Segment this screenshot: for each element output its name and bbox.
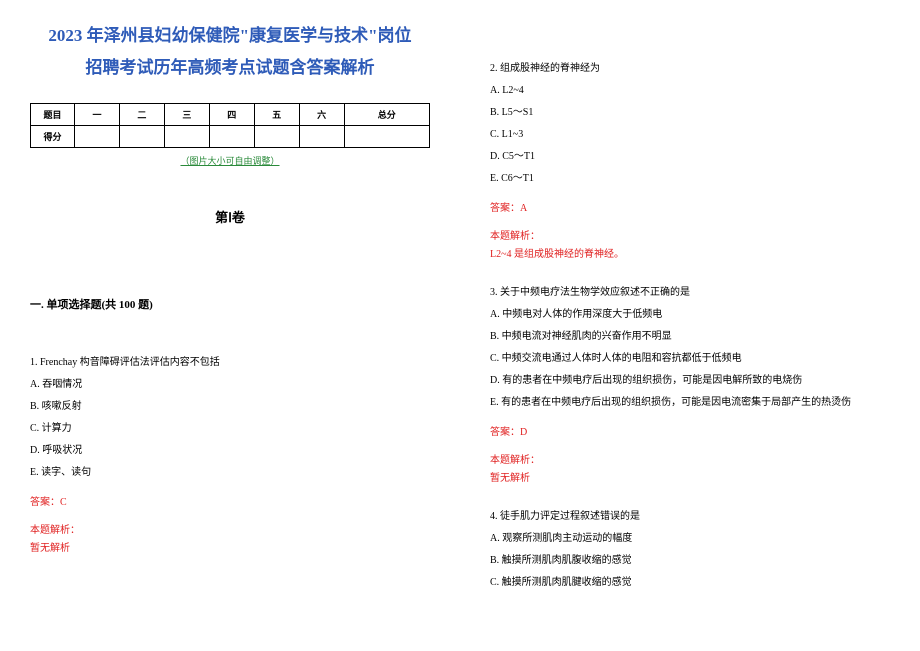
table-row: 得分 xyxy=(31,125,430,147)
q2-opt-d: D. C5～T1 xyxy=(490,146,890,168)
q1-opt-d: D. 呼吸状况 xyxy=(30,440,430,462)
q3-expl-label: 本题解析： xyxy=(490,452,890,470)
score-cell xyxy=(75,125,120,147)
q1-stem: 1. Frenchay 构音障碍评估法评估内容不包括 xyxy=(30,352,430,374)
score-cell xyxy=(254,125,299,147)
q2-opt-c: C. L1~3 xyxy=(490,124,890,146)
q1-opt-a: A. 吞咽情况 xyxy=(30,374,430,396)
row-label-2: 得分 xyxy=(31,125,75,147)
q3-opt-b: B. 中频电流对神经肌肉的兴奋作用不明显 xyxy=(490,326,890,348)
section-heading: 一. 单项选择题(共 100 题) xyxy=(30,296,430,312)
q1-answer: 答案：C xyxy=(30,492,430,514)
q2-expl-body: L2~4 是组成股神经的脊神经。 xyxy=(490,246,890,264)
q2-stem: 2. 组成股神经的脊神经为 xyxy=(490,58,890,80)
q3-opt-c: C. 中频交流电通过人体时人体的电阻和容抗都低于低频电 xyxy=(490,348,890,370)
q4-opt-c: C. 触摸所测肌肉肌腱收缩的感觉 xyxy=(490,572,890,594)
q3-opt-a: A. 中频电对人体的作用深度大于低频电 xyxy=(490,304,890,326)
table-row: 题目 一 二 三 四 五 六 总分 xyxy=(31,103,430,125)
q3-opt-e: E. 有的患者在中频电疗后出现的组织损伤，可能是因电流密集于局部产生的热烫伤 xyxy=(490,392,890,414)
col-header: 六 xyxy=(299,103,344,125)
col-header: 总分 xyxy=(344,103,429,125)
main-title-line1: 2023 年泽州县妇幼保健院"康复医学与技术"岗位 xyxy=(30,20,430,52)
q2-opt-b: B. L5～S1 xyxy=(490,102,890,124)
col-header: 三 xyxy=(164,103,209,125)
main-title-line2: 招聘考试历年高频考点试题含答案解析 xyxy=(30,52,430,84)
row-label-1: 题目 xyxy=(31,103,75,125)
q3-opt-d: D. 有的患者在中频电疗后出现的组织损伤，可能是因电解所致的电烧伤 xyxy=(490,370,890,392)
score-cell xyxy=(164,125,209,147)
q4-opt-a: A. 观察所测肌肉主动运动的幅度 xyxy=(490,528,890,550)
score-cell xyxy=(119,125,164,147)
score-cell xyxy=(344,125,429,147)
q1-opt-c: C. 计算力 xyxy=(30,418,430,440)
q1-expl-body: 暂无解析 xyxy=(30,540,430,558)
q3-answer: 答案：D xyxy=(490,422,890,444)
score-cell xyxy=(299,125,344,147)
q3-stem: 3. 关于中频电疗法生物学效应叙述不正确的是 xyxy=(490,282,890,304)
q2-opt-e: E. C6～T1 xyxy=(490,168,890,190)
q2-answer: 答案：A xyxy=(490,198,890,220)
q2-expl-label: 本题解析： xyxy=(490,228,890,246)
image-resize-note: （图片大小可自由调整） xyxy=(30,154,430,167)
q1-opt-e: E. 读字、读句 xyxy=(30,462,430,484)
q1-expl-label: 本题解析： xyxy=(30,522,430,540)
q4-opt-b: B. 触摸所测肌肉肌腹收缩的感觉 xyxy=(490,550,890,572)
col-header: 一 xyxy=(75,103,120,125)
col-header: 四 xyxy=(209,103,254,125)
right-column: 2. 组成股神经的脊神经为 A. L2~4 B. L5～S1 C. L1~3 D… xyxy=(460,0,920,651)
volume-heading: 第Ⅰ卷 xyxy=(30,207,430,226)
col-header: 五 xyxy=(254,103,299,125)
q4-stem: 4. 徒手肌力评定过程叙述错误的是 xyxy=(490,506,890,528)
score-table: 题目 一 二 三 四 五 六 总分 得分 xyxy=(30,103,430,148)
q1-opt-b: B. 咳嗽反射 xyxy=(30,396,430,418)
q3-expl-body: 暂无解析 xyxy=(490,470,890,488)
left-column: 2023 年泽州县妇幼保健院"康复医学与技术"岗位 招聘考试历年高频考点试题含答… xyxy=(0,0,460,651)
score-cell xyxy=(209,125,254,147)
q2-opt-a: A. L2~4 xyxy=(490,80,890,102)
col-header: 二 xyxy=(119,103,164,125)
page-root: 2023 年泽州县妇幼保健院"康复医学与技术"岗位 招聘考试历年高频考点试题含答… xyxy=(0,0,920,651)
